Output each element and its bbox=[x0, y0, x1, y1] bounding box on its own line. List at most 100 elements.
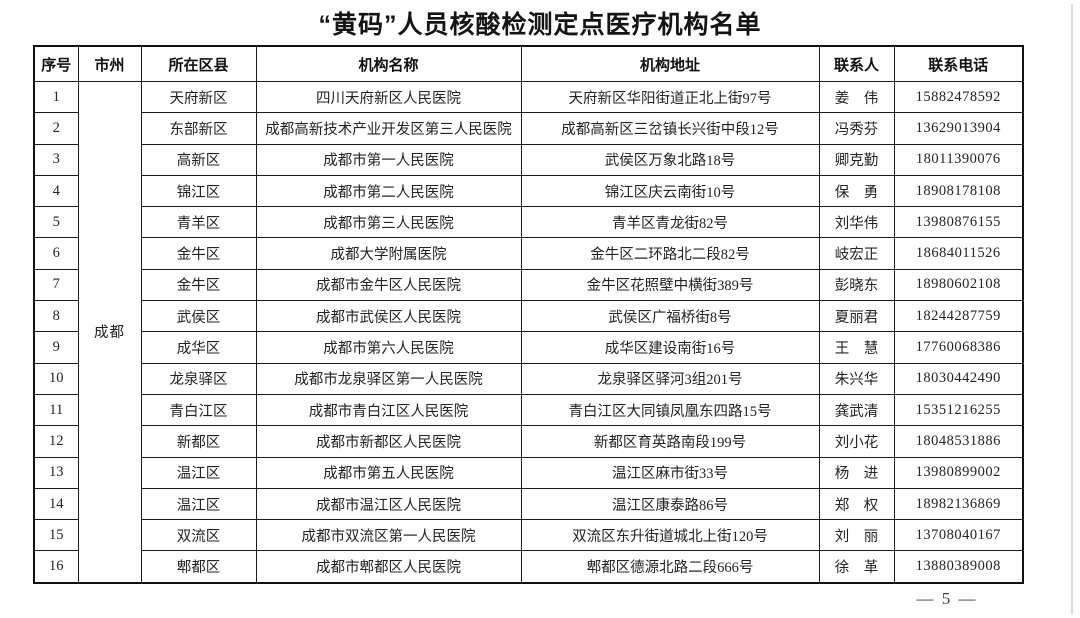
institution-address-cell: 金牛区花照壁中横街389号 bbox=[520, 268, 820, 302]
institution-address-cell: 温江区麻市街33号 bbox=[520, 456, 820, 489]
district-cell: 高新区 bbox=[140, 143, 257, 176]
contact-phone-cell: 18048531886 bbox=[893, 425, 1024, 458]
contact-person-cell: 保 勇 bbox=[818, 174, 895, 208]
row-number-cell: 13 bbox=[33, 456, 79, 489]
contact-phone-cell: 13708040167 bbox=[893, 519, 1024, 552]
institution-address-cell: 武侯区广福桥街8号 bbox=[520, 300, 820, 333]
contact-phone-cell: 13629013904 bbox=[893, 112, 1024, 145]
institution-address-cell: 双流区东升街道城北上街120号 bbox=[520, 519, 820, 552]
institution-address-cell: 新都区育英路南段199号 bbox=[520, 425, 820, 458]
page-title: “黄码”人员核酸检测定点医疗机构名单 bbox=[318, 11, 762, 39]
row-number-cell: 7 bbox=[33, 268, 79, 302]
institution-address-cell: 天府新区华阳街道正北上街97号 bbox=[520, 80, 820, 114]
table-row: 5 青羊区 成都市第三人民医院 青羊区青龙街82号 刘华伟 13980876155 bbox=[33, 206, 1024, 239]
table-row: 9 成华区 成都市第六人民医院 成华区建设南街16号王 慧 17760068386 bbox=[33, 331, 1024, 364]
district-cell: 双流区 bbox=[140, 519, 257, 552]
table-row: 6 金牛区 成都大学附属医院 金牛区二环路北二段82号 岐宏正 18684011526 bbox=[33, 237, 1024, 270]
contact-phone-cell: 15882478592 bbox=[893, 80, 1024, 114]
city-cell: 成都 bbox=[77, 80, 142, 584]
table-row: 7 金牛区 成都市金牛区人民医院 金牛区花照壁中横街389号 彭晓东 1898060210… bbox=[33, 268, 1024, 302]
contact-phone-cell: 18011390076 bbox=[893, 143, 1024, 176]
institution-address-cell: 武侯区万象北路18号 bbox=[520, 143, 820, 176]
table-row: 12 新都区 成都市新都区人民医院 新都区育英路南段199号 刘小花 1804853188… bbox=[33, 425, 1024, 458]
contact-phone-cell: 13980899002 bbox=[893, 456, 1024, 489]
district-cell: 金牛区 bbox=[140, 268, 257, 302]
institutions-table: 序号 市州 所在区县 机构名称 机构地址 联系人 联系电话 1 成都 天府新区 四川天府新区人民医… bbox=[33, 45, 1024, 584]
institution-address-cell: 龙泉驿区驿河3组201号 bbox=[520, 362, 820, 395]
contact-person-cell: 卿克勤 bbox=[818, 143, 895, 176]
contact-phone-cell: 18982136869 bbox=[893, 487, 1024, 521]
institution-name-cell: 成都市金牛区人民医院 bbox=[255, 268, 522, 302]
table-row: 10 龙泉驿区 成都市龙泉驿区第一人民医院 龙泉驿区驿河3组201号 朱兴华 180304… bbox=[33, 362, 1024, 395]
contact-phone-cell: 13880389008 bbox=[893, 550, 1024, 584]
contact-phone-cell: 18030442490 bbox=[893, 362, 1024, 395]
contact-person-cell: 王 慧 bbox=[818, 331, 895, 364]
contact-person-cell: 龚武清 bbox=[818, 393, 895, 427]
row-number-cell: 5 bbox=[33, 206, 79, 239]
table-body: 1 成都 天府新区 四川天府新区人民医院 天府新区华阳街道正北上街97号姜 伟 15882… bbox=[33, 80, 1024, 584]
table-row: 3 高新区 成都市第一人民医院 武侯区万象北路18号 卿克勤 18011390076 bbox=[33, 143, 1024, 176]
district-cell: 锦江区 bbox=[140, 174, 257, 208]
institution-name-cell: 成都大学附属医院 bbox=[255, 237, 522, 270]
scan-edge-divider bbox=[1071, 4, 1073, 614]
district-cell: 天府新区 bbox=[140, 80, 257, 114]
institution-name-cell: 成都市龙泉驿区第一人民医院 bbox=[255, 362, 522, 395]
district-cell: 武侯区 bbox=[140, 300, 257, 333]
institution-name-cell: 成都市新都区人民医院 bbox=[255, 425, 522, 458]
row-number-cell: 9 bbox=[33, 331, 79, 364]
row-number-cell: 11 bbox=[33, 393, 79, 427]
contact-phone-cell: 17760068386 bbox=[893, 331, 1024, 364]
contact-phone-cell: 15351216255 bbox=[893, 393, 1024, 427]
contact-person-cell: 朱兴华 bbox=[818, 362, 895, 395]
table-row: 4 锦江区 成都市第二人民医院 锦江区庆云南街10号保 勇 18908178108 bbox=[33, 174, 1024, 208]
page-number: — 5 — bbox=[916, 589, 978, 608]
institution-name-cell: 四川天府新区人民医院 bbox=[255, 80, 522, 114]
district-cell: 金牛区 bbox=[140, 237, 257, 270]
institution-name-cell: 成都市第六人民医院 bbox=[255, 331, 522, 364]
contact-phone-cell: 18244287759 bbox=[893, 300, 1024, 333]
table-row: 16 郫都区 成都市郫都区人民医院 郫都区德源北路二段666号徐 革 138803890… bbox=[33, 550, 1024, 584]
table-row: 2 东部新区 成都高新技术产业开发区第三人民医院 成都高新区三岔镇长兴街中段12号 冯秀… bbox=[33, 112, 1024, 145]
institution-name-cell: 成都市青白江区人民医院 bbox=[255, 393, 522, 427]
row-number-cell: 16 bbox=[33, 550, 79, 584]
institution-name-cell: 成都市郫都区人民医院 bbox=[255, 550, 522, 584]
column-header: 联系人 bbox=[818, 45, 895, 82]
institution-name-cell: 成都市第三人民医院 bbox=[255, 206, 522, 239]
contact-phone-cell: 18980602108 bbox=[893, 268, 1024, 302]
table-row: 13 温江区 成都市第五人民医院 温江区麻市街33号杨 进 13980899002 bbox=[33, 456, 1024, 489]
institution-name-cell: 成都市武侯区人民医院 bbox=[255, 300, 522, 333]
contact-person-cell: 郑 权 bbox=[818, 487, 895, 521]
institution-name-cell: 成都市双流区第一人民医院 bbox=[255, 519, 522, 552]
table-row: 8 武侯区 成都市武侯区人民医院 武侯区广福桥街8号 夏丽君 18244287759 bbox=[33, 300, 1024, 333]
institution-address-cell: 郫都区德源北路二段666号 bbox=[520, 550, 820, 584]
contact-person-cell: 刘小花 bbox=[818, 425, 895, 458]
row-number-cell: 8 bbox=[33, 300, 79, 333]
institution-address-cell: 金牛区二环路北二段82号 bbox=[520, 237, 820, 270]
table-row: 1 成都 天府新区 四川天府新区人民医院 天府新区华阳街道正北上街97号姜 伟 15882… bbox=[33, 80, 1024, 584]
district-cell: 青白江区 bbox=[140, 393, 257, 427]
institution-name-cell: 成都市温江区人民医院 bbox=[255, 487, 522, 521]
row-number-cell: 6 bbox=[33, 237, 79, 270]
contact-phone-cell: 13980876155 bbox=[893, 206, 1024, 239]
district-cell: 东部新区 bbox=[140, 112, 257, 145]
table-row: 14 温江区 成都市温江区人民医院 温江区康泰路86号郑 权 18982136869 bbox=[33, 487, 1024, 521]
contact-person-cell: 彭晓东 bbox=[818, 268, 895, 302]
row-number-cell: 2 bbox=[33, 112, 79, 145]
row-number-cell: 15 bbox=[33, 519, 79, 552]
column-header: 市州 bbox=[77, 45, 142, 82]
district-cell: 温江区 bbox=[140, 456, 257, 489]
institution-name-cell: 成都市第一人民医院 bbox=[255, 143, 522, 176]
district-cell: 青羊区 bbox=[140, 206, 257, 239]
institution-address-cell: 锦江区庆云南街10号 bbox=[520, 174, 820, 208]
row-number-cell: 12 bbox=[33, 425, 79, 458]
column-header: 机构地址 bbox=[520, 45, 820, 82]
header-row: 序号 市州 所在区县 机构名称 机构地址 联系人 联系电话 bbox=[33, 45, 1024, 82]
contact-phone-cell: 18684011526 bbox=[893, 237, 1024, 270]
institution-name-cell: 成都市第二人民医院 bbox=[255, 174, 522, 208]
column-header: 机构名称 bbox=[255, 45, 522, 82]
institution-address-cell: 青白江区大同镇凤凰东四路15号 bbox=[520, 393, 820, 427]
column-header: 序号 bbox=[33, 45, 79, 82]
district-cell: 龙泉驿区 bbox=[140, 362, 257, 395]
row-number-cell: 1 bbox=[33, 80, 79, 114]
contact-person-cell: 杨 进 bbox=[818, 456, 895, 489]
